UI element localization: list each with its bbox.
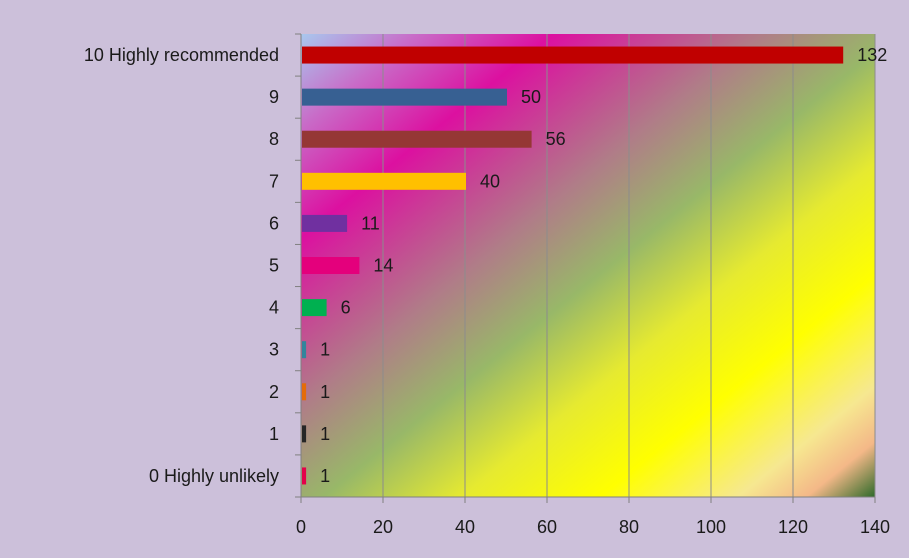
category-label: 7 [269, 171, 279, 191]
category-label: 2 [269, 382, 279, 402]
data-label: 1 [320, 340, 330, 360]
bar [302, 46, 844, 64]
grid-lines [295, 33, 876, 503]
category-label: 1 [269, 424, 279, 444]
bar [302, 130, 532, 148]
data-label: 50 [521, 87, 541, 107]
bar [302, 257, 360, 274]
x-tick-label: 40 [455, 517, 475, 537]
bar [302, 341, 307, 359]
data-label: 6 [341, 298, 351, 318]
x-tick-label: 100 [696, 517, 726, 537]
data-label: 11 [361, 213, 380, 233]
x-tick-label: 20 [373, 517, 393, 537]
bar [302, 425, 307, 443]
plot-area [301, 34, 875, 497]
category-label: 6 [269, 213, 279, 233]
data-label: 40 [480, 171, 500, 191]
data-label: 14 [373, 256, 393, 276]
x-tick-label: 120 [778, 517, 808, 537]
category-label: 0 Highly unlikely [149, 466, 279, 486]
data-label: 1 [320, 424, 330, 444]
x-tick-label: 80 [619, 517, 639, 537]
x-tick-label: 60 [537, 517, 557, 537]
category-label: 4 [269, 298, 279, 318]
data-label: 56 [546, 129, 566, 149]
category-label: 8 [269, 129, 279, 149]
x-tick-label: 0 [296, 517, 306, 537]
bar [302, 172, 466, 190]
category-label: 10 Highly recommended [84, 45, 279, 65]
data-label: 132 [857, 45, 887, 65]
data-label: 1 [320, 466, 330, 486]
bars [302, 46, 844, 485]
bar [302, 467, 307, 485]
category-label: 5 [269, 256, 279, 276]
data-label: 1 [320, 382, 330, 402]
category-label: 9 [269, 87, 279, 107]
bar [302, 383, 307, 401]
bar [302, 214, 348, 232]
bar [302, 299, 327, 317]
x-tick-label: 140 [860, 517, 890, 537]
bar [302, 88, 507, 106]
category-label: 3 [269, 340, 279, 360]
